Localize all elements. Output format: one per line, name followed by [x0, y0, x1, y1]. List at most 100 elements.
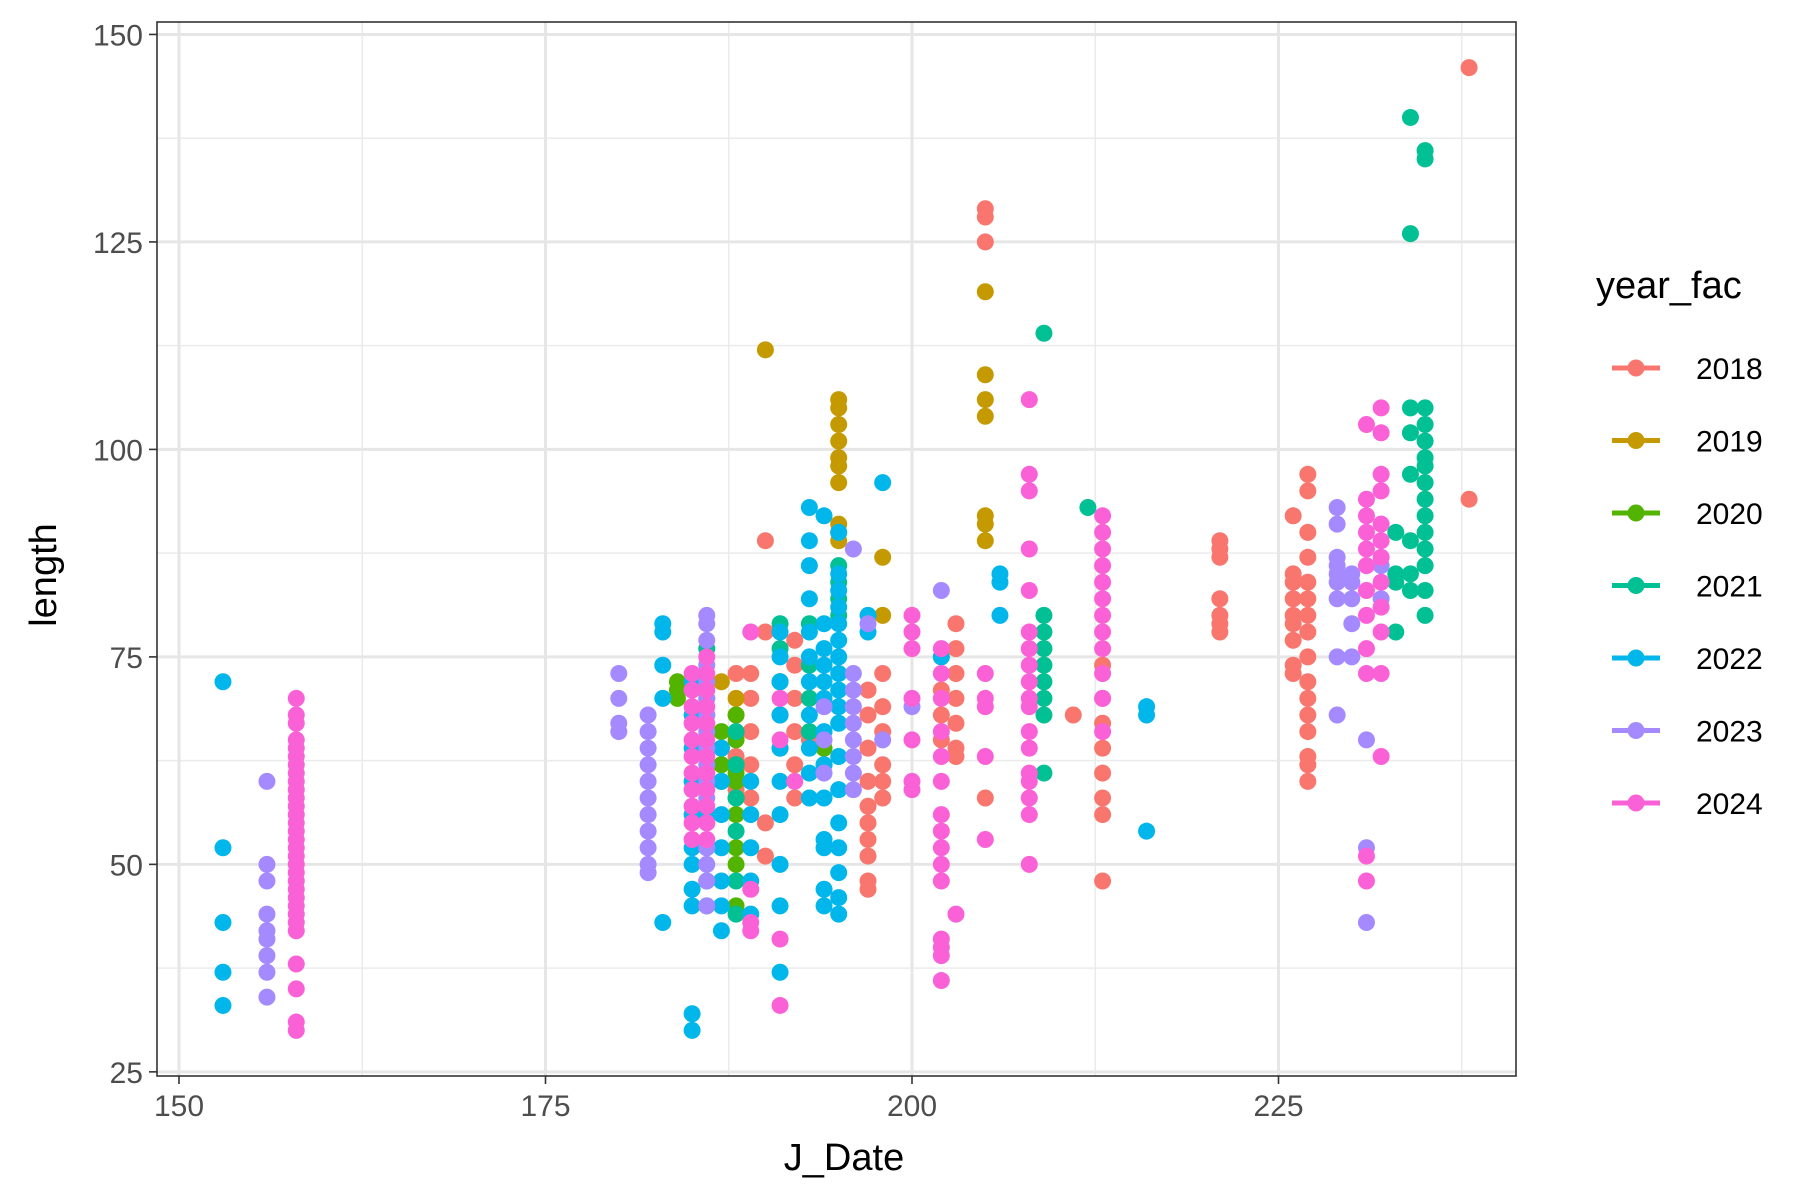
data-point: [683, 764, 701, 782]
data-point: [1328, 706, 1346, 724]
data-point: [639, 839, 657, 857]
data-point: [800, 648, 818, 666]
legend-item-2024: 2024: [1612, 788, 1763, 821]
data-point: [1460, 490, 1478, 508]
data-point: [1211, 548, 1229, 566]
data-point: [683, 830, 701, 848]
data-point: [1416, 581, 1434, 599]
data-point: [830, 615, 848, 633]
data-point: [698, 781, 716, 799]
data-point: [1284, 631, 1302, 649]
data-point: [727, 689, 745, 707]
data-point: [830, 864, 848, 882]
data-point: [786, 656, 804, 674]
series-2019: [712, 283, 994, 707]
data-point: [1079, 499, 1097, 517]
data-point: [742, 723, 760, 741]
data-point: [1401, 581, 1419, 599]
data-point: [1020, 623, 1038, 641]
data-point: [258, 947, 276, 965]
data-point: [639, 723, 657, 741]
data-point: [830, 432, 848, 450]
data-point: [639, 739, 657, 757]
data-point: [815, 698, 833, 716]
legend-item-2020: 2020: [1612, 498, 1763, 531]
data-point: [1372, 532, 1390, 550]
data-point: [727, 905, 745, 923]
data-point: [947, 640, 965, 658]
data-point: [844, 747, 862, 765]
data-point: [1094, 590, 1112, 608]
data-point: [874, 548, 892, 566]
data-point: [1020, 772, 1038, 790]
data-point: [727, 772, 745, 790]
data-point: [1343, 573, 1361, 591]
legend-key-point: [1627, 577, 1645, 594]
data-point: [1401, 225, 1419, 243]
data-point: [932, 723, 950, 741]
data-point: [727, 706, 745, 724]
data-point: [1299, 623, 1317, 641]
data-point: [683, 814, 701, 832]
data-point: [932, 822, 950, 840]
data-point: [654, 689, 672, 707]
data-point: [815, 731, 833, 749]
data-point: [1416, 490, 1434, 508]
data-point: [712, 839, 730, 857]
data-point: [859, 847, 877, 865]
data-point: [830, 698, 848, 716]
data-point: [1357, 606, 1375, 624]
data-point: [874, 731, 892, 749]
data-point: [654, 623, 672, 641]
data-point: [800, 789, 818, 807]
data-point: [287, 922, 305, 940]
legend-label: 2023: [1696, 716, 1763, 749]
data-point: [712, 673, 730, 691]
data-point: [1328, 648, 1346, 666]
data-point: [1299, 772, 1317, 790]
data-point: [639, 706, 657, 724]
data-point: [771, 731, 789, 749]
data-point: [287, 714, 305, 732]
y-tick-label: 75: [110, 642, 143, 675]
data-point: [1416, 457, 1434, 475]
data-point: [639, 789, 657, 807]
data-point: [830, 905, 848, 923]
x-tick-label: 150: [154, 1090, 204, 1123]
data-point: [859, 772, 877, 790]
data-point: [800, 706, 818, 724]
data-point: [727, 872, 745, 890]
data-point: [1372, 515, 1390, 533]
data-point: [1020, 640, 1038, 658]
x-tick-label: 200: [887, 1090, 937, 1123]
legend-key-point: [1627, 432, 1645, 449]
data-point: [1284, 590, 1302, 608]
y-tick-label: 150: [93, 19, 143, 52]
data-point: [800, 764, 818, 782]
data-point: [947, 905, 965, 923]
data-point: [844, 698, 862, 716]
data-point: [786, 631, 804, 649]
data-point: [1094, 507, 1112, 525]
data-point: [1299, 573, 1317, 591]
data-point: [1094, 739, 1112, 757]
data-point: [830, 648, 848, 666]
data-point: [1020, 673, 1038, 691]
data-point: [1035, 640, 1053, 658]
data-point: [1401, 565, 1419, 583]
data-point: [1387, 523, 1405, 541]
data-point: [976, 532, 994, 550]
data-point: [683, 714, 701, 732]
data-point: [830, 681, 848, 699]
data-point: [976, 208, 994, 226]
data-point: [712, 806, 730, 824]
data-point: [859, 739, 877, 757]
panel-border: [156, 21, 1517, 1077]
data-point: [976, 747, 994, 765]
legend-label: 2020: [1696, 498, 1763, 531]
data-point: [698, 747, 716, 765]
data-point: [287, 980, 305, 998]
data-point: [786, 789, 804, 807]
data-point: [1357, 490, 1375, 508]
data-point: [1372, 598, 1390, 616]
